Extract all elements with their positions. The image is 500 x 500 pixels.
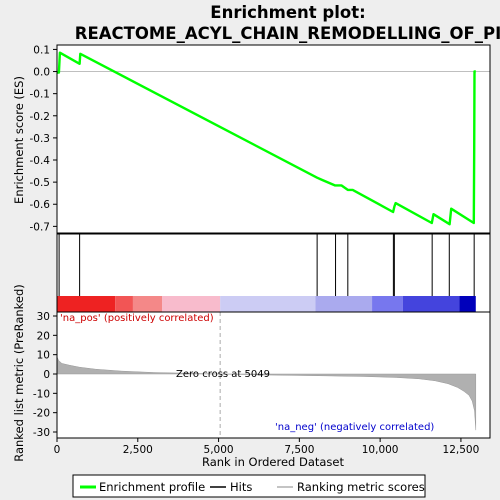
legend: Enrichment profile Hits Ranking metric s…: [72, 474, 426, 498]
positive-correlation-label: 'na_pos' (positively correlated): [60, 313, 214, 324]
ranking-metric-area: [56, 356, 477, 431]
es-y-tick-label: -0.7: [30, 221, 51, 233]
es-y-tick-label: 0.1: [33, 44, 50, 56]
metric-y-axis-ticks: 30 20 10 0 -10 -20 -30: [33, 311, 57, 439]
es-y-axis-ticks: 0.1 0.0 -0.1 -0.2 -0.3 -0.4 -0.5 -0.6 -0.7: [30, 44, 57, 233]
heatmap-segment: [162, 296, 221, 312]
legend-box: [72, 474, 426, 498]
x-tick-label: 5,000: [204, 444, 234, 456]
legend-hits-label: Hits: [230, 480, 252, 494]
x-tick-label: 0: [54, 444, 61, 456]
heatmap-segment: [115, 296, 133, 312]
metric-y-tick-label: -10: [33, 388, 50, 400]
hits-marks: [58, 234, 475, 296]
heatmap-segment: [57, 296, 116, 312]
heatmap-segment: [132, 296, 163, 312]
legend-metric-label: Ranking metric scores: [297, 480, 425, 494]
metric-y-tick-label: 20: [37, 330, 50, 342]
heatmap-segment: [372, 296, 403, 312]
metric-y-tick-label: 0: [43, 369, 50, 381]
es-y-tick-label: -0.2: [30, 111, 51, 123]
x-tick-label: 12,500: [443, 444, 480, 456]
x-axis-ticks: 0 2,500 5,000 7,500 10,000 12,500: [54, 438, 480, 456]
heatmap-segment: [402, 296, 460, 312]
es-y-tick-label: -0.5: [30, 177, 51, 189]
zero-cross-label: Zero cross at 5049: [176, 369, 270, 380]
es-y-tick-label: -0.6: [30, 199, 51, 211]
es-panel-background: [57, 45, 490, 233]
ranking-metric-series: [56, 356, 477, 431]
enrichment-profile-line: [57, 51, 476, 226]
metric-y-tick-label: -30: [33, 427, 50, 439]
metric-y-tick-label: -20: [33, 408, 50, 420]
x-tick-label: 7,500: [284, 444, 314, 456]
chart-title-line1: Enrichment plot:: [210, 3, 365, 22]
es-y-tick-label: -0.3: [30, 133, 51, 145]
metric-panel-frame: [56, 311, 491, 439]
heatmap-segment: [459, 296, 476, 312]
x-tick-label: 10,000: [362, 444, 399, 456]
enrichment-profile-series: [57, 51, 476, 226]
x-tick-label: 2,500: [123, 444, 153, 456]
es-y-tick-label: 0.0: [33, 67, 50, 79]
x-axis-label: Rank in Ordered Dataset: [202, 455, 345, 469]
chart-title-line2: REACTOME_ACYL_CHAIN_REMODELLING_OF_PI: [75, 24, 500, 43]
es-panel-frame: [56, 44, 491, 234]
metric-y-tick-label: 10: [37, 350, 50, 362]
es-y-axis-label: Enrichment score (ES): [12, 76, 26, 204]
heatmap-segment: [315, 296, 373, 312]
metric-y-tick-label: 30: [37, 311, 50, 323]
negative-correlation-label: 'na_neg' (negatively correlated): [275, 422, 434, 433]
metric-y-axis-label: Ranked list metric (PreRanked): [12, 284, 26, 462]
es-y-tick-label: -0.1: [30, 89, 51, 101]
legend-enrichment-label: Enrichment profile: [99, 480, 205, 494]
ranking-heatmap-bar: [57, 296, 476, 312]
heatmap-segment: [220, 296, 316, 312]
es-y-tick-label: -0.4: [30, 155, 51, 167]
